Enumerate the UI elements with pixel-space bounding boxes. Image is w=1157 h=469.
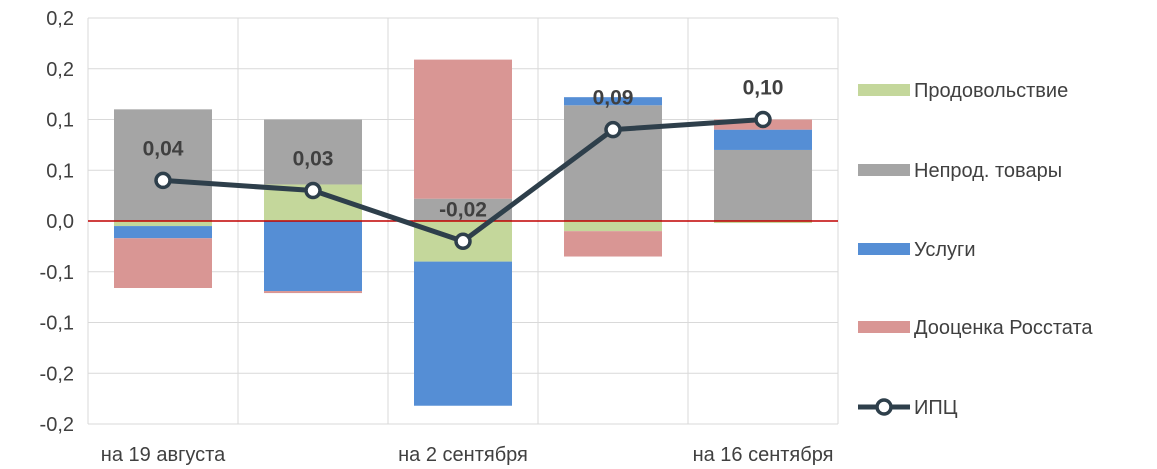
- y-axis-ticks: 0,2 0,2 0,1 0,1 0,0 -0,1 -0,1 -0,2 -0,2: [40, 8, 74, 436]
- cpi-point: [454, 232, 472, 251]
- x-tick-label: на 19 августа: [101, 444, 226, 466]
- legend-line-marker: [875, 398, 893, 416]
- y-tick-label: -0,2: [40, 414, 74, 436]
- data-labels: 0,04 0,03 -0,02 0,09 0,10: [143, 77, 784, 222]
- cpi-point: [604, 120, 622, 139]
- bar-segment: [264, 119, 362, 185]
- legend: Продовольствие Непрод. товары Услуги Дооцен…: [858, 80, 1093, 419]
- cpi-data-label: 0,09: [593, 87, 634, 110]
- cpi-data-label: 0,04: [143, 137, 184, 160]
- legend-swatch: [858, 164, 910, 176]
- legend-label: Продовольствие: [914, 80, 1068, 102]
- x-tick-label: на 2 сентября: [398, 444, 528, 466]
- x-axis-ticks: на 19 августа на 2 сентября на 16 сентября: [101, 444, 834, 466]
- legend-label: ИПЦ: [914, 397, 958, 419]
- bars: [114, 59, 812, 406]
- cpi-line: [154, 110, 772, 251]
- legend-swatch: [858, 84, 910, 96]
- bar-segment: [414, 261, 512, 406]
- bar-segment: [414, 198, 512, 221]
- y-tick-label: 0,2: [46, 59, 74, 81]
- bar-segment: [114, 221, 212, 227]
- bar-segment: [564, 231, 662, 257]
- cpi-data-label: -0,02: [439, 198, 487, 221]
- bar-segment: [114, 238, 212, 288]
- legend-label: Услуги: [914, 239, 976, 261]
- bar-segment: [114, 109, 212, 221]
- legend-label: Непрод. товары: [914, 160, 1062, 182]
- y-tick-label: -0,1: [40, 262, 74, 284]
- cpi-point: [754, 110, 772, 129]
- bar-segment: [564, 97, 662, 106]
- y-tick-label: 0,1: [46, 110, 74, 132]
- legend-swatch: [858, 243, 910, 255]
- bar-segment: [714, 221, 812, 224]
- bar-segment: [264, 291, 362, 294]
- y-tick-label: -0,2: [40, 363, 74, 385]
- bar-segment: [264, 221, 362, 292]
- cpi-point: [154, 171, 172, 190]
- y-tick-label: 0,2: [46, 8, 74, 30]
- bar-segment: [414, 59, 512, 199]
- bar-segment: [114, 226, 212, 239]
- cpi-data-label: 0,10: [743, 77, 784, 100]
- legend-label: Дооценка Росстата: [914, 317, 1093, 339]
- y-tick-label: 0,0: [46, 211, 74, 233]
- bar-segment: [714, 129, 812, 150]
- y-tick-label: 0,1: [46, 160, 74, 182]
- bar-segment: [564, 221, 662, 232]
- x-tick-label: на 16 сентября: [693, 444, 834, 466]
- cpi-point: [304, 181, 322, 200]
- bar-segment: [714, 149, 812, 221]
- legend-swatch: [858, 321, 910, 333]
- y-tick-label: -0,1: [40, 313, 74, 335]
- cpi-data-label: 0,03: [293, 148, 334, 171]
